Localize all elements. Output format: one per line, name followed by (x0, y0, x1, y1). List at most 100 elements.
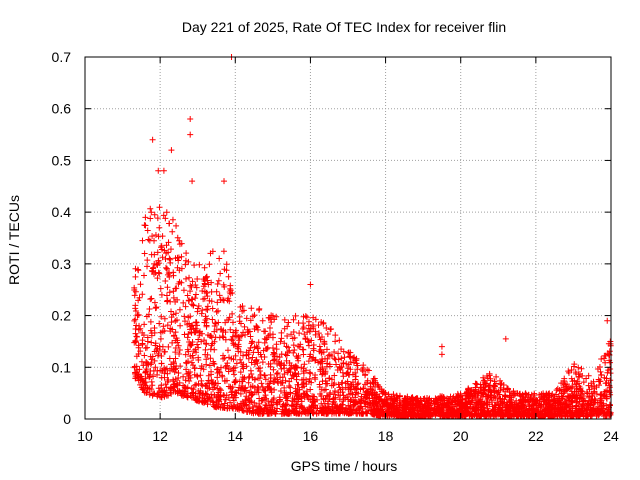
data-point (477, 410, 484, 417)
data-point (248, 305, 255, 312)
data-point (439, 410, 446, 417)
data-point (145, 361, 152, 368)
data-point (202, 398, 209, 405)
data-point (315, 322, 322, 329)
data-point (269, 396, 276, 403)
data-point (203, 341, 210, 348)
data-point (174, 380, 181, 387)
data-point (243, 352, 250, 359)
data-point (328, 376, 335, 383)
data-point (203, 323, 210, 330)
data-point (472, 407, 479, 414)
data-point (358, 393, 365, 400)
data-point (303, 314, 310, 321)
data-point (198, 310, 205, 317)
data-point (490, 384, 497, 391)
data-point (144, 227, 151, 234)
data-point (148, 359, 155, 366)
data-point (189, 393, 196, 400)
data-point (509, 410, 516, 417)
data-point (318, 349, 325, 356)
data-point (211, 328, 218, 335)
data-point (474, 413, 481, 420)
data-point (577, 371, 584, 378)
data-point (371, 401, 378, 408)
data-point (182, 377, 189, 384)
data-point (206, 332, 213, 339)
data-point (510, 413, 517, 420)
data-point (214, 280, 221, 287)
data-point (290, 349, 297, 356)
data-point (229, 337, 236, 344)
data-point (336, 337, 343, 344)
data-point (243, 315, 250, 322)
data-point (521, 411, 528, 418)
data-point (186, 320, 193, 327)
data-point (517, 400, 524, 407)
data-point (159, 328, 166, 335)
data-point (141, 389, 148, 396)
data-point (326, 361, 333, 368)
data-point (247, 317, 254, 324)
data-point (484, 393, 491, 400)
data-point (480, 385, 487, 392)
data-point (287, 384, 294, 391)
data-point (504, 385, 511, 392)
data-point (158, 313, 165, 320)
data-point (222, 336, 229, 343)
data-point (512, 406, 519, 413)
data-point (147, 353, 154, 360)
data-point (175, 370, 182, 377)
data-point (368, 391, 375, 398)
data-point (181, 318, 188, 325)
data-point (227, 399, 234, 406)
x-tick-label: 18 (378, 428, 394, 444)
data-point (152, 364, 159, 371)
data-point (567, 407, 574, 414)
data-point (604, 369, 611, 376)
data-point (319, 378, 326, 385)
data-point (167, 389, 174, 396)
data-point (337, 402, 344, 409)
data-point (186, 326, 193, 333)
data-point (183, 250, 190, 257)
data-point (255, 389, 262, 396)
data-point (206, 261, 213, 268)
data-point (269, 345, 276, 352)
data-point (580, 398, 587, 405)
data-point (186, 377, 193, 384)
data-point (261, 372, 268, 379)
data-point (402, 395, 409, 402)
data-point (215, 277, 222, 284)
data-point (441, 401, 448, 408)
data-point (265, 398, 272, 405)
data-point (326, 375, 333, 382)
data-point (208, 391, 215, 398)
data-point (160, 389, 167, 396)
data-point (596, 411, 603, 418)
data-point (484, 399, 491, 406)
data-point (183, 359, 190, 366)
data-point (372, 392, 379, 399)
data-point (258, 397, 265, 404)
y-tick-labels: 0 0.1 0.2 0.3 0.4 0.5 0.6 0.7 (52, 49, 72, 427)
data-point (176, 237, 183, 244)
data-point (255, 375, 262, 382)
data-point (150, 391, 157, 398)
data-point (485, 392, 492, 399)
data-point (548, 403, 555, 410)
data-point (360, 368, 367, 375)
data-point (176, 306, 183, 313)
data-point (597, 378, 604, 385)
data-point (203, 315, 210, 322)
data-point (331, 410, 338, 417)
data-point (187, 282, 194, 289)
data-point (199, 307, 206, 314)
data-point (569, 391, 576, 398)
data-point (469, 397, 476, 404)
data-point (156, 224, 163, 231)
data-point (357, 386, 364, 393)
data-point (284, 397, 291, 404)
data-point (323, 324, 330, 331)
data-point (206, 362, 213, 369)
